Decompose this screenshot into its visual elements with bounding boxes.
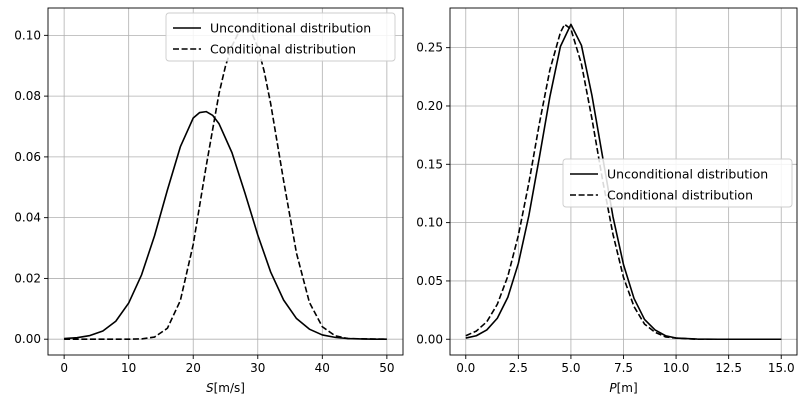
x-tick-label: 5.0	[561, 361, 580, 375]
series-line-conditional	[465, 23, 782, 341]
legend-label: Conditional distribution	[210, 42, 356, 57]
y-tick-label: 0.04	[14, 211, 41, 225]
legend: Unconditional distribution Conditional di…	[562, 158, 793, 208]
legend-box	[165, 12, 396, 62]
x-tick-label: 10.0	[663, 361, 690, 375]
y-tick-label: 0.06	[14, 150, 41, 164]
x-tick-label: 12.5	[715, 361, 742, 375]
x-axis-label-variable: P	[609, 381, 617, 395]
y-tick-label: 0.05	[416, 274, 443, 288]
x-axis-label-unit: [m]	[617, 381, 638, 395]
legend-label: Unconditional distribution	[210, 21, 371, 36]
x-tick-label: 50	[379, 361, 394, 375]
y-tick-label: 0.20	[416, 99, 443, 113]
x-tick-label: 7.5	[614, 361, 633, 375]
x-tick-label: 40	[315, 361, 330, 375]
x-tick-label: 10	[121, 361, 136, 375]
x-tick-label: 15.0	[768, 361, 795, 375]
x-tick-label: 0.0	[456, 361, 475, 375]
x-axis-label-unit: [m/s]	[214, 381, 245, 395]
y-tick-label: 0.00	[14, 332, 41, 346]
y-tick-label: 0.08	[14, 89, 41, 103]
x-axis-label: S[m/s]	[206, 381, 245, 395]
y-tick-label: 0.25	[416, 41, 443, 55]
legend-label: Conditional distribution	[607, 188, 753, 203]
x-tick-label: 30	[250, 361, 265, 375]
legend: Unconditional distribution Conditional di…	[165, 12, 396, 62]
x-tick-label: 20	[186, 361, 201, 375]
x-axis-label-variable: S	[206, 381, 214, 395]
panel-2: 0.0 2.5 5.0 7.5 10.0 12.5 15.0 0.00 0.05 0.10 0.15…	[416, 7, 798, 395]
y-tick-label: 0.10	[416, 216, 443, 230]
series-line-unconditional	[64, 110, 387, 340]
x-axis-label: P[m]	[609, 381, 637, 395]
x-tick-label: 2.5	[509, 361, 528, 375]
x-tick-label: 0	[60, 361, 68, 375]
legend-box	[562, 158, 793, 208]
y-tick-label: 0.00	[416, 332, 443, 346]
y-tick-label: 0.10	[14, 28, 41, 42]
legend-label: Unconditional distribution	[607, 167, 768, 182]
y-tick-label: 0.02	[14, 271, 41, 285]
axes-frame	[47, 7, 404, 356]
series-line-conditional	[64, 26, 387, 340]
panel-1: 0 10 20 30 40 50 0.00 0.02 0.04 0.06 0.08 0.10 S[m/s…	[14, 7, 404, 395]
y-tick-label: 0.15	[416, 157, 443, 171]
